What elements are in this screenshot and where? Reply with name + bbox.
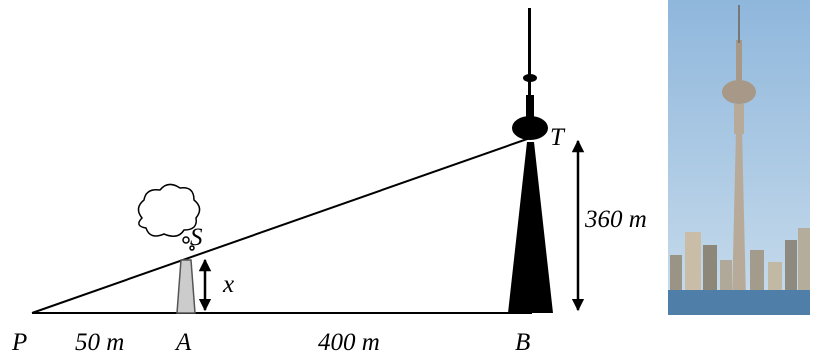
- small-tower: [177, 260, 195, 313]
- dimension-label: 400 m: [318, 329, 380, 356]
- diagram: P A B S T 50 m 400 m 360 m x: [0, 0, 816, 356]
- dimension-label: 360 m: [584, 206, 647, 233]
- point-label: T: [550, 124, 566, 151]
- sight-line: [32, 138, 530, 313]
- dimension-label: 50 m: [75, 329, 124, 356]
- point-label: P: [11, 329, 27, 356]
- point-label: A: [174, 329, 192, 356]
- dimension-label: x: [222, 271, 234, 298]
- cn-tower: [508, 8, 553, 313]
- point-label: S: [190, 224, 203, 251]
- point-label: B: [515, 329, 530, 356]
- tower-photo: [668, 0, 810, 315]
